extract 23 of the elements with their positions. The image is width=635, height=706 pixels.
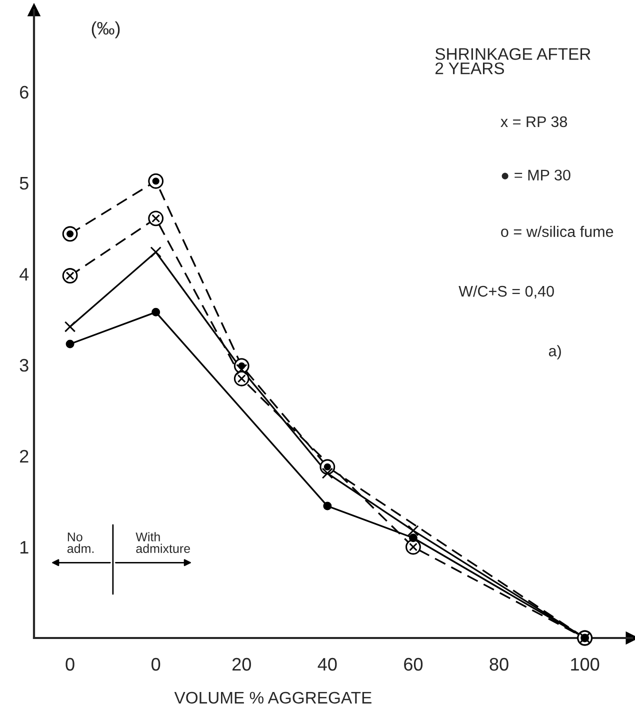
x-tick-label: 0 bbox=[152, 658, 160, 671]
y-tick-label: 4 bbox=[20, 268, 29, 280]
x-tick-label: 40 bbox=[318, 658, 337, 671]
annotation: ● = MP 30 bbox=[502, 170, 570, 181]
x-tick-label: 100 bbox=[571, 658, 600, 671]
annotation: W/C+S = 0,40 bbox=[458, 285, 554, 299]
annotation: a) bbox=[548, 345, 561, 360]
annotation: No adm. bbox=[67, 532, 94, 553]
x-tick-label: 80 bbox=[490, 658, 508, 671]
y-tick-label: 6 bbox=[20, 86, 28, 99]
y-axis-title: (‰) bbox=[92, 21, 120, 38]
annotation: With admixture bbox=[136, 532, 190, 553]
annotation: o = w/silica fume bbox=[501, 226, 614, 238]
y-tick-label: 5 bbox=[20, 177, 28, 190]
text: SHRINKAGE AFTER 2 YEARS bbox=[435, 48, 590, 74]
y-tick-label: 3 bbox=[20, 358, 28, 372]
x-tick-label: 20 bbox=[232, 658, 251, 671]
y-tick-label: 1 bbox=[20, 541, 28, 554]
annotation: x = RP 38 bbox=[500, 116, 568, 128]
x-axis-title: VOLUME % AGGREGATE bbox=[174, 692, 372, 704]
x-tick-label: 60 bbox=[404, 658, 423, 671]
x-tick-label: 0 bbox=[66, 658, 74, 671]
y-tick-label: 2 bbox=[20, 450, 28, 463]
